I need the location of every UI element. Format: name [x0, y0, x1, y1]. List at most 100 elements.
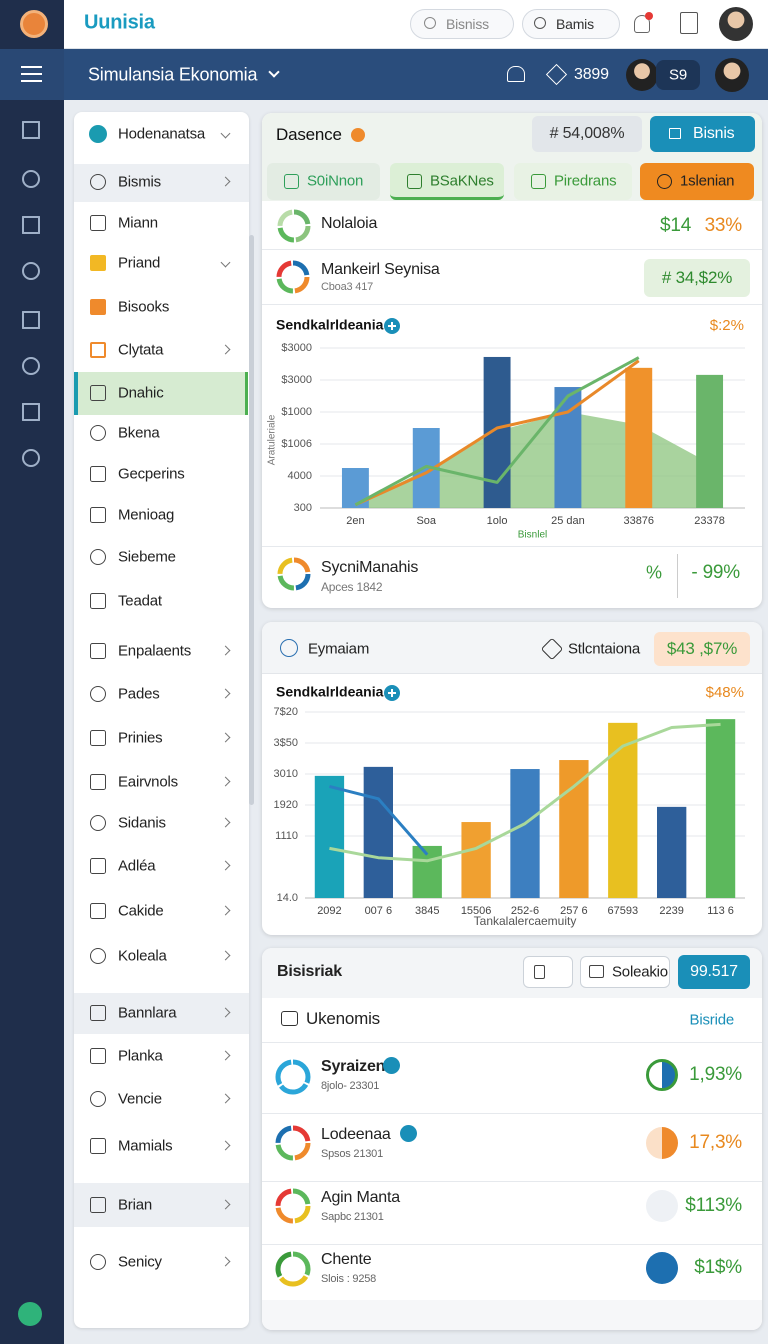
tab[interactable]	[267, 163, 380, 200]
menu-item[interactable]: Enpalaents	[118, 642, 192, 660]
rail-icon[interactable]	[22, 170, 40, 188]
avatar[interactable]	[719, 7, 753, 41]
menu-item[interactable]: Gecperins	[118, 465, 185, 483]
menu-item[interactable]: Pades	[118, 685, 160, 703]
download-icon[interactable]	[680, 12, 698, 34]
rail-icon[interactable]	[22, 449, 40, 467]
menu-item[interactable]: Senicy	[118, 1253, 162, 1271]
menu-item[interactable]: Teadat	[118, 592, 162, 610]
menu-item[interactable]: Sidanis	[118, 814, 166, 832]
menu-item[interactable]: Adléa	[118, 857, 156, 875]
button-label[interactable]: Soleakio	[612, 963, 668, 981]
button-icon	[669, 128, 681, 139]
tab-label[interactable]: 1slenian	[680, 172, 735, 190]
item-value: 17,3%	[689, 1132, 742, 1153]
menu-item[interactable]: Priand	[118, 254, 161, 272]
menu-item[interactable]: Menioag	[118, 506, 175, 524]
section-title: Ukenomis	[306, 1009, 380, 1028]
menu-item[interactable]: Prinies	[118, 729, 163, 747]
add-icon-plus	[388, 689, 396, 697]
plus-icon[interactable]	[383, 1057, 400, 1074]
menu-icon	[90, 466, 106, 482]
menu-item[interactable]: Bannlara	[118, 1004, 177, 1022]
panel	[262, 948, 762, 1330]
tab-label[interactable]: BSaKNes	[430, 172, 494, 190]
x-axis-label: Bisnlel	[518, 530, 547, 541]
menu-item[interactable]: Clytata	[118, 341, 164, 359]
tab[interactable]	[514, 163, 632, 200]
section-link[interactable]: Bisride	[689, 1011, 735, 1029]
y-tick-label: $3000	[281, 374, 312, 386]
donut-icon-segment	[275, 1251, 311, 1287]
rail-icon[interactable]	[22, 262, 40, 280]
tab-icon	[657, 174, 672, 189]
row-subtitle: Cboa3 417	[321, 281, 374, 293]
menu-icon[interactable]	[21, 66, 42, 82]
rail-icon[interactable]	[22, 403, 40, 421]
badge	[678, 955, 750, 989]
x-tick-label: 25 dan	[551, 515, 585, 527]
menu-item[interactable]: Cakide	[118, 902, 164, 920]
menu-item[interactable]: Bismis	[118, 173, 161, 191]
donut-icon-segment	[277, 557, 311, 591]
sidebar-scrollbar	[249, 235, 254, 805]
menu-icon	[90, 730, 106, 746]
rail-icon[interactable]	[22, 311, 40, 329]
divider	[262, 304, 762, 305]
icon-button[interactable]	[523, 956, 573, 988]
menu-item[interactable]: Brian	[118, 1196, 153, 1214]
rail-icon[interactable]	[22, 357, 40, 375]
home-icon[interactable]	[507, 66, 525, 82]
chart-corner-label: $48%	[706, 684, 744, 701]
menu-item[interactable]: Hodenanatsa	[118, 125, 206, 143]
plus-icon[interactable]	[400, 1125, 417, 1142]
menu-item[interactable]: Eairvnols	[118, 773, 178, 791]
menu-icon	[90, 903, 106, 919]
divider	[262, 1244, 762, 1245]
menu-item[interactable]: Planka	[118, 1047, 163, 1065]
menu-item[interactable]: Bkena	[118, 424, 160, 442]
menu-icon	[90, 342, 106, 358]
menu-item[interactable]: Vencie	[118, 1090, 162, 1108]
item-subtitle: Sapbc 21301	[321, 1211, 384, 1223]
panel-action[interactable]: Stlcntaiona	[568, 640, 641, 658]
primary-button[interactable]	[650, 116, 755, 152]
divider	[262, 1113, 762, 1114]
tab-label[interactable]: Piredrans	[554, 172, 617, 190]
menu-item[interactable]: Miann	[118, 214, 158, 232]
menu-item[interactable]: Siebeme	[118, 548, 176, 566]
secondary-button[interactable]	[580, 956, 670, 988]
item-title: Agin Manta	[321, 1189, 400, 1206]
item-status-icon	[646, 1127, 678, 1159]
menu-item-bg	[74, 993, 249, 1034]
menu-item[interactable]: Bisooks	[118, 298, 170, 316]
row-badge: # 34,$2%	[661, 268, 733, 287]
menu-icon	[90, 815, 106, 831]
rail-icon[interactable]	[22, 121, 40, 139]
menu-item[interactable]: Koleala	[118, 947, 167, 965]
item-status-icon	[646, 1190, 678, 1222]
button-icon	[589, 965, 604, 978]
menu-item[interactable]: Mamials	[118, 1137, 173, 1155]
tab-label[interactable]: S0iNnon	[307, 172, 364, 190]
menu-item[interactable]: Dnahic	[118, 384, 164, 402]
y-tick-label: 300	[294, 502, 312, 514]
menu-icon	[90, 593, 106, 609]
menu-icon	[90, 1254, 106, 1270]
badge	[644, 259, 750, 297]
rail-icon[interactable]	[22, 216, 40, 234]
area	[355, 412, 710, 508]
row-value: $14	[660, 215, 692, 236]
header-stat: 3899	[574, 66, 609, 83]
badge-pill	[656, 60, 700, 90]
rail-bottom-icon[interactable]	[18, 1302, 42, 1326]
bell-icon[interactable]	[634, 15, 650, 33]
tab[interactable]	[390, 163, 504, 200]
search-placeholder: Bisniss	[446, 16, 489, 32]
panel-title: Dasence	[276, 125, 342, 144]
avatar[interactable]	[715, 58, 749, 92]
app-name: Uunisia	[84, 11, 155, 34]
avatar[interactable]	[626, 59, 658, 91]
y-tick-label: $3000	[281, 342, 312, 354]
